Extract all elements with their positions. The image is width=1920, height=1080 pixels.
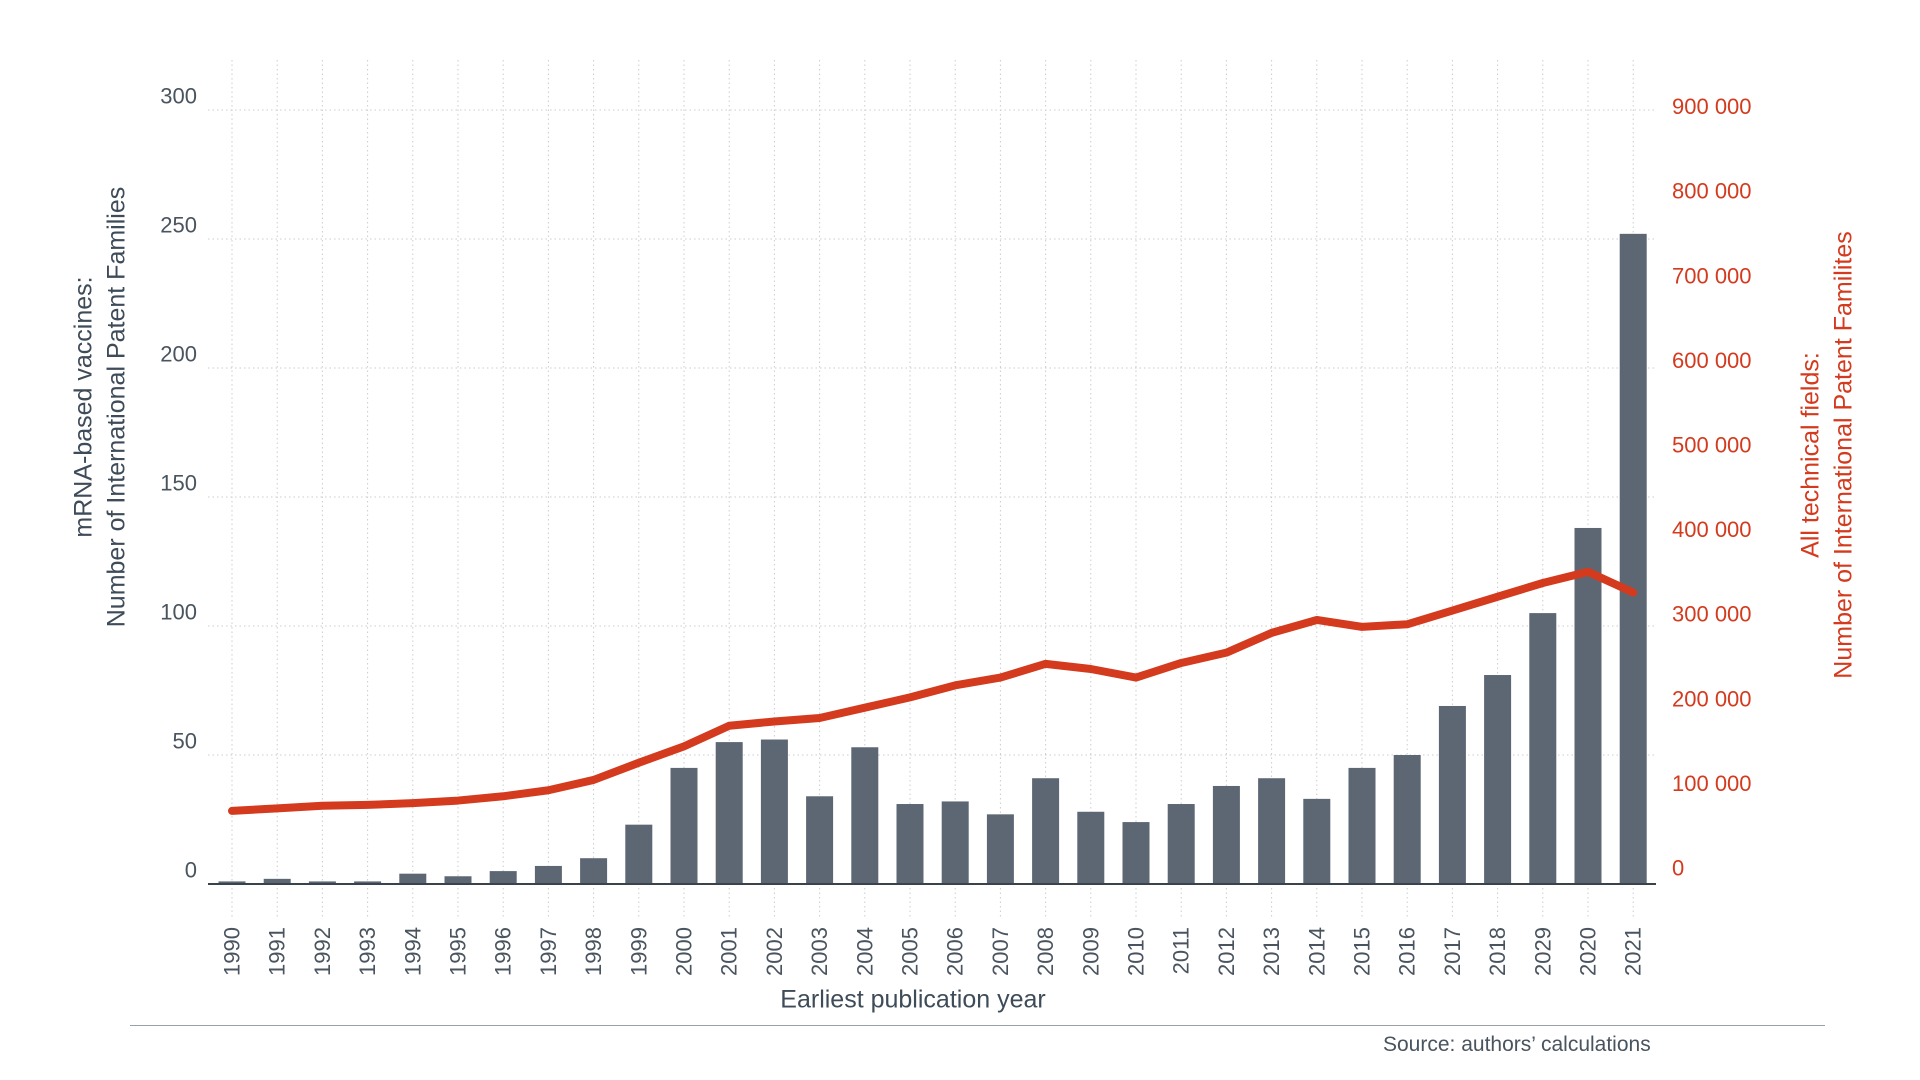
x-axis-tick-label: 1994 [400, 927, 425, 976]
left-axis-title-line2: Number of International Patent Families [102, 186, 130, 628]
x-axis-tick-label: 2006 [943, 927, 968, 976]
left-axis-tick-label: 0 [185, 858, 197, 883]
x-axis-tick-label: 1993 [355, 927, 380, 976]
bar-2008 [1032, 778, 1060, 885]
right-axis-tick-label: 600 000 [1672, 348, 1752, 373]
x-axis-tick-label: 2000 [672, 927, 697, 976]
x-axis-tick-label: 2005 [898, 927, 923, 976]
trend-line [228, 567, 1638, 815]
footer-rule [130, 1025, 1825, 1026]
x-axis-tick-label: 2004 [852, 927, 877, 976]
bar-1997 [534, 865, 562, 885]
bar-2021 [1619, 233, 1647, 886]
bar-2029 [1529, 613, 1557, 885]
x-axis-tick-label: 1996 [491, 927, 516, 976]
x-axis-tick-label: 2001 [717, 927, 742, 976]
x-axis-tick-label: 2013 [1259, 927, 1284, 976]
right-axis-title-line1: All technical fields: [1796, 352, 1825, 558]
bar-1991 [263, 878, 291, 885]
x-axis-tick-label: 2020 [1576, 927, 1601, 976]
bar-2012 [1212, 785, 1240, 885]
x-axis-tick-label: 2016 [1395, 927, 1420, 976]
bar-2011 [1167, 804, 1195, 885]
left-axis-tick-label: 150 [160, 471, 197, 496]
bar-2017 [1438, 705, 1466, 885]
source-note: Source: authors’ calculations [1383, 1033, 1651, 1056]
bar-2020 [1574, 527, 1602, 885]
x-axis-tick-label: 2003 [807, 927, 832, 976]
x-axis-tick-label: 2007 [988, 927, 1013, 976]
x-axis-tick-label: 2017 [1440, 927, 1465, 976]
x-axis-tick-label: 1990 [220, 927, 245, 976]
bar-2000 [670, 767, 698, 885]
right-axis-title-line2: Number of International Patent Familites [1829, 231, 1857, 679]
right-axis-tick-label: 500 000 [1672, 433, 1752, 458]
x-axis-tick-label: 2009 [1078, 927, 1103, 976]
x-axis-tick-label: 1992 [310, 927, 335, 976]
bar-1998 [580, 858, 608, 885]
left-axis-tick-label: 50 [173, 729, 197, 754]
bar-2003 [806, 796, 834, 885]
bar-2015 [1348, 767, 1376, 885]
x-axis-tick-label: 1998 [581, 927, 606, 976]
x-axis-tick-label: 2011 [1169, 927, 1194, 974]
right-axis-tick-label: 100 000 [1672, 771, 1752, 796]
x-axis-tick-label: 2018 [1485, 927, 1510, 976]
right-axis-tick-label: 800 000 [1672, 179, 1752, 204]
x-axis-title: Earliest publication year [780, 985, 1046, 1014]
x-axis-tick-label: 2012 [1214, 927, 1239, 976]
bar-2016 [1393, 755, 1421, 885]
x-axis-tick-label: 2021 [1621, 927, 1646, 976]
bar-2013 [1258, 778, 1286, 885]
bar-2018 [1484, 675, 1512, 885]
bar-2002 [760, 739, 788, 885]
x-axis-tick-label: 2014 [1304, 927, 1329, 976]
right-axis-tick-label: 200 000 [1672, 686, 1752, 711]
x-axis-tick-label: 2008 [1033, 927, 1058, 976]
left-axis-title-line1: mRNA-based vaccines: [69, 276, 98, 538]
bar-2004 [851, 747, 879, 885]
right-axis-tick-label: 0 [1672, 856, 1684, 881]
x-axis-tick-label: 1995 [446, 927, 471, 976]
left-axis-tick-label: 300 [160, 84, 197, 109]
bar-1999 [625, 824, 653, 885]
bar-2009 [1077, 811, 1105, 885]
bar-2006 [941, 801, 969, 885]
right-axis-tick-label: 700 000 [1672, 263, 1752, 288]
left-axis-tick-label: 100 [160, 600, 197, 625]
x-axis-tick-label: 2029 [1530, 927, 1555, 976]
bar-2001 [715, 742, 743, 885]
right-axis-tick-label: 300 000 [1672, 602, 1752, 627]
right-axis-tick-label: 900 000 [1672, 94, 1752, 119]
x-axis-tick-label: 2010 [1124, 927, 1149, 976]
x-axis-tick-label: 1997 [536, 927, 561, 976]
left-axis-tick-label: 200 [160, 342, 197, 367]
bar-2014 [1303, 798, 1331, 885]
bar-2010 [1122, 822, 1150, 885]
bar-1994 [399, 873, 427, 885]
left-axis-tick-label: 250 [160, 213, 197, 238]
bar-1995 [444, 876, 472, 885]
x-axis-tick-label: 1999 [626, 927, 651, 976]
bar-1996 [489, 871, 517, 885]
right-axis-title: All technical fields: Number of Internat… [1795, 231, 1860, 678]
bar-2005 [896, 804, 924, 885]
x-axis-tick-label: 1991 [265, 927, 290, 976]
right-axis-tick-label: 400 000 [1672, 517, 1752, 542]
x-axis-tick-label: 2002 [762, 927, 787, 976]
bar-2007 [986, 814, 1014, 885]
left-axis-title: mRNA-based vaccines: Number of Internati… [68, 187, 133, 628]
x-axis-tick-label: 2015 [1350, 927, 1375, 976]
